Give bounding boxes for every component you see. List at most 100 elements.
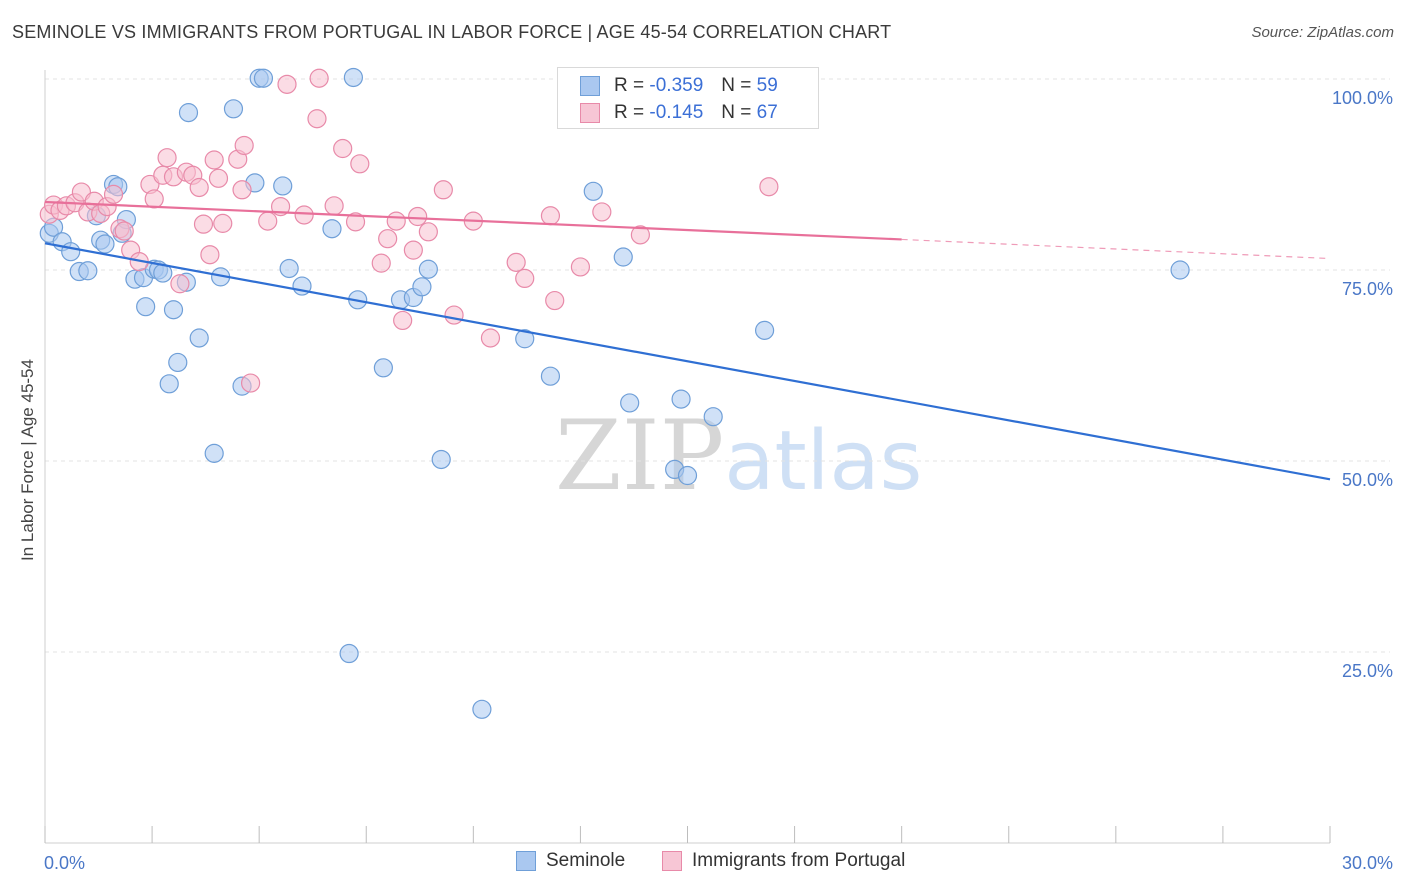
chart-title: SEMINOLE VS IMMIGRANTS FROM PORTUGAL IN …: [12, 22, 892, 42]
seminole-trend-line: [44, 242, 1331, 481]
portugal-point: [204, 150, 224, 170]
portugal-point: [759, 177, 779, 197]
portugal-point: [630, 225, 650, 245]
portugal-point: [208, 168, 229, 188]
seminole-point: [204, 443, 224, 463]
portugal-point: [232, 180, 252, 200]
stats-legend: R = -0.359 N = 59 R = -0.145 N = 67: [557, 67, 819, 129]
seminole-point: [273, 176, 293, 196]
seminole-point: [279, 258, 299, 279]
portugal-point: [170, 274, 190, 294]
portugal-point: [592, 202, 612, 222]
n-value: 67: [756, 102, 778, 123]
portugal-point: [444, 305, 464, 325]
portugal-trend-extension: [901, 238, 1331, 260]
portugal-point: [350, 154, 370, 174]
stats-row-seminole: R = -0.359 N = 59: [580, 73, 778, 99]
seminole-point: [178, 103, 199, 123]
portugal-point: [294, 205, 314, 225]
watermark: ZIPatlas: [555, 400, 922, 512]
legend-item-portugal[interactable]: Immigrants from Portugal: [662, 850, 905, 872]
portugal-point: [241, 373, 261, 393]
seminole-point: [163, 300, 184, 320]
seminole-point: [418, 259, 438, 279]
y-tick-label: 50.0%: [1342, 470, 1393, 490]
portugal-point: [433, 180, 453, 200]
x-tick-label: 0.0%: [44, 853, 85, 873]
portugal-swatch: [580, 103, 600, 123]
r-label: R =: [614, 75, 645, 96]
seminole-point: [515, 329, 535, 349]
portugal-point: [277, 74, 297, 94]
seminole-point: [95, 234, 115, 254]
seminole-point: [613, 247, 633, 267]
portugal-point: [515, 268, 535, 289]
portugal-point: [378, 229, 398, 249]
seminole-point: [373, 358, 393, 378]
seminole-point: [540, 366, 561, 386]
portugal-point: [570, 257, 591, 277]
portugal-point: [408, 206, 428, 227]
seminole-point: [136, 297, 156, 317]
portugal-point: [309, 68, 329, 88]
portugal-point: [213, 213, 233, 233]
portugal-point: [114, 221, 134, 241]
seminole-point: [472, 699, 492, 719]
portugal-point: [324, 196, 344, 216]
watermark-zip: ZIP: [555, 400, 725, 512]
seminole-point: [583, 181, 603, 201]
y-tick-label: 25.0%: [1342, 661, 1393, 681]
portugal-point: [540, 206, 561, 226]
portugal-legend-swatch: [662, 851, 682, 871]
portugal-point: [418, 222, 438, 242]
portugal-trend-line: [44, 200, 902, 241]
r-value: -0.359: [649, 75, 704, 96]
portugal-point: [371, 253, 391, 273]
seminole-point: [431, 449, 451, 470]
portugal-point: [234, 135, 254, 156]
seminole-point: [620, 393, 640, 413]
legend-item-seminole[interactable]: Seminole: [516, 850, 625, 872]
seminole-point: [322, 219, 342, 239]
source-label: Source: ZipAtlas.com: [1251, 24, 1394, 41]
seminole-point: [1170, 260, 1190, 280]
portugal-point: [386, 211, 406, 231]
seminole-point: [78, 261, 98, 281]
seminole-point: [677, 465, 698, 486]
portugal-point: [144, 189, 164, 209]
seminole-point: [671, 389, 691, 409]
portugal-point: [345, 212, 366, 232]
portugal-point: [506, 252, 526, 272]
portugal-point: [193, 214, 214, 234]
portugal-point: [307, 109, 327, 129]
seminole-point: [159, 374, 179, 394]
x-tick-label: 30.0%: [1342, 853, 1393, 873]
portugal-point: [157, 148, 177, 168]
seminole-point: [412, 277, 432, 297]
portugal-point: [480, 328, 501, 348]
n-label: N =: [721, 102, 752, 123]
seminole-point: [168, 352, 188, 373]
seminole-point: [223, 99, 244, 119]
portugal-point: [189, 177, 209, 198]
y-tick-label: 75.0%: [1342, 279, 1393, 299]
seminole-point: [61, 242, 81, 262]
n-value: 59: [756, 75, 778, 96]
r-value: -0.145: [649, 102, 704, 123]
legend-label: Seminole: [546, 850, 626, 871]
r-label: R =: [614, 102, 645, 123]
legend-label: Immigrants from Portugal: [692, 850, 906, 871]
portugal-point: [333, 138, 353, 159]
y-tick-label: 100.0%: [1332, 88, 1393, 108]
n-label: N =: [721, 75, 752, 96]
series-legend: Seminole Immigrants from Portugal: [0, 850, 1406, 878]
portugal-point: [103, 184, 124, 204]
seminole-point: [253, 68, 274, 88]
seminole-point: [339, 643, 359, 664]
portugal-point: [545, 290, 565, 311]
seminole-point: [703, 407, 723, 427]
portugal-point: [393, 310, 413, 331]
seminole-point: [343, 67, 363, 88]
portugal-point: [403, 240, 423, 260]
